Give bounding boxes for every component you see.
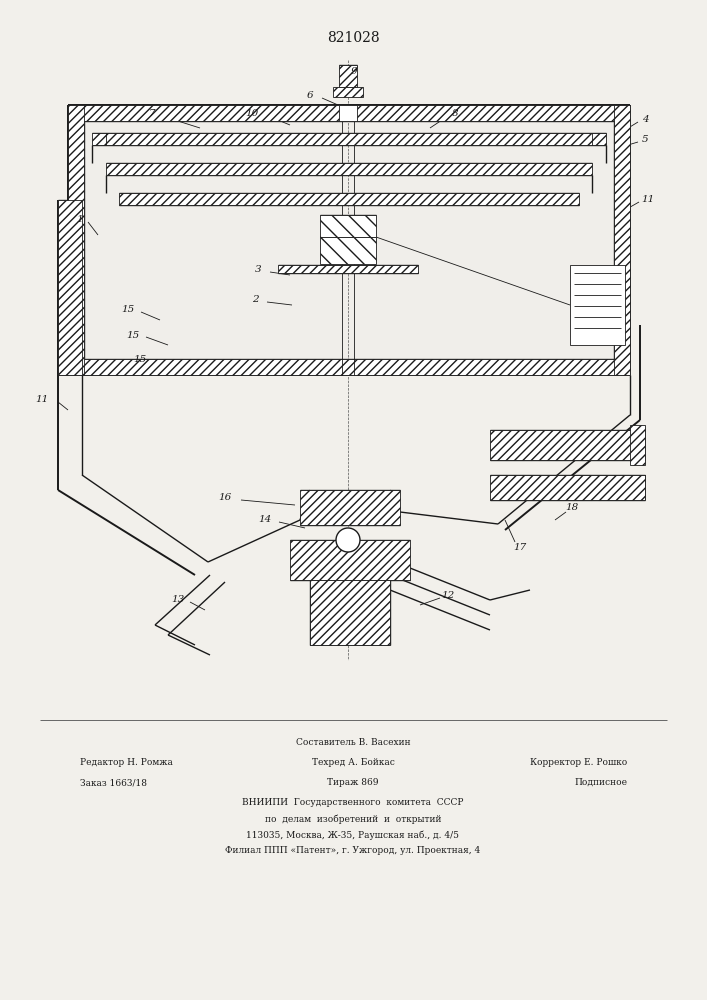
Text: 8: 8 [452, 108, 458, 117]
Text: 113035, Москва, Ж-35, Раушская наб., д. 4/5: 113035, Москва, Ж-35, Раушская наб., д. … [247, 830, 460, 840]
Bar [339, 65, 357, 87]
Text: Корректор Е. Рошко: Корректор Е. Рошко [530, 758, 627, 767]
Text: 11: 11 [641, 196, 655, 205]
Bar [58, 200, 82, 375]
Text: 3: 3 [255, 265, 262, 274]
Bar [68, 105, 630, 121]
Text: 18: 18 [566, 504, 578, 512]
Text: 16: 16 [218, 493, 232, 502]
Text: 14: 14 [258, 516, 271, 524]
Bar [290, 540, 410, 580]
Bar [490, 430, 645, 460]
Text: Тираж 869: Тираж 869 [327, 778, 379, 787]
Text: 15: 15 [122, 306, 134, 314]
Text: Техред А. Бойкас: Техред А. Бойкас [312, 758, 395, 767]
Bar [106, 163, 592, 175]
Text: 11: 11 [35, 395, 49, 404]
Text: 17: 17 [513, 544, 527, 552]
Text: Заказ 1663/18: Заказ 1663/18 [80, 778, 147, 787]
Text: ВНИИПИ  Государственного  комитета  СССР: ВНИИПИ Государственного комитета СССР [243, 798, 464, 807]
Bar [92, 133, 606, 145]
Bar [68, 105, 630, 375]
Bar [614, 105, 630, 375]
Text: 821028: 821028 [327, 31, 380, 45]
Bar [320, 215, 376, 237]
Bar [310, 580, 390, 645]
Text: 12: 12 [441, 590, 455, 599]
Text: 13: 13 [171, 595, 185, 604]
Bar [300, 490, 400, 525]
Bar [119, 193, 579, 205]
Text: 7: 7 [148, 108, 156, 117]
Text: Подписное: Подписное [574, 778, 627, 787]
Text: Филиал ППП «Патент», г. Ужгород, ул. Проектная, 4: Филиал ППП «Патент», г. Ужгород, ул. Про… [226, 846, 481, 855]
Bar [333, 87, 363, 97]
Bar [339, 105, 357, 121]
Bar [630, 425, 645, 465]
Text: 15: 15 [127, 330, 139, 340]
Text: 5: 5 [642, 135, 648, 144]
Bar [68, 105, 84, 375]
Text: 10: 10 [245, 108, 259, 117]
Text: 1: 1 [76, 216, 83, 225]
Text: Редактор Н. Ромжа: Редактор Н. Ромжа [80, 758, 173, 767]
Bar [320, 237, 376, 264]
Text: 15: 15 [134, 356, 146, 364]
Text: 2: 2 [252, 296, 258, 304]
Text: по  делам  изобретений  и  открытий: по делам изобретений и открытий [264, 814, 441, 824]
Text: 9: 9 [351, 68, 357, 77]
Bar [68, 359, 630, 375]
Text: 6: 6 [307, 91, 313, 100]
Bar [570, 265, 625, 345]
Text: 4: 4 [642, 115, 648, 124]
Circle shape [336, 528, 360, 552]
Text: Составитель В. Васехин: Составитель В. Васехин [296, 738, 410, 747]
Bar [278, 265, 418, 273]
Bar [490, 475, 645, 500]
